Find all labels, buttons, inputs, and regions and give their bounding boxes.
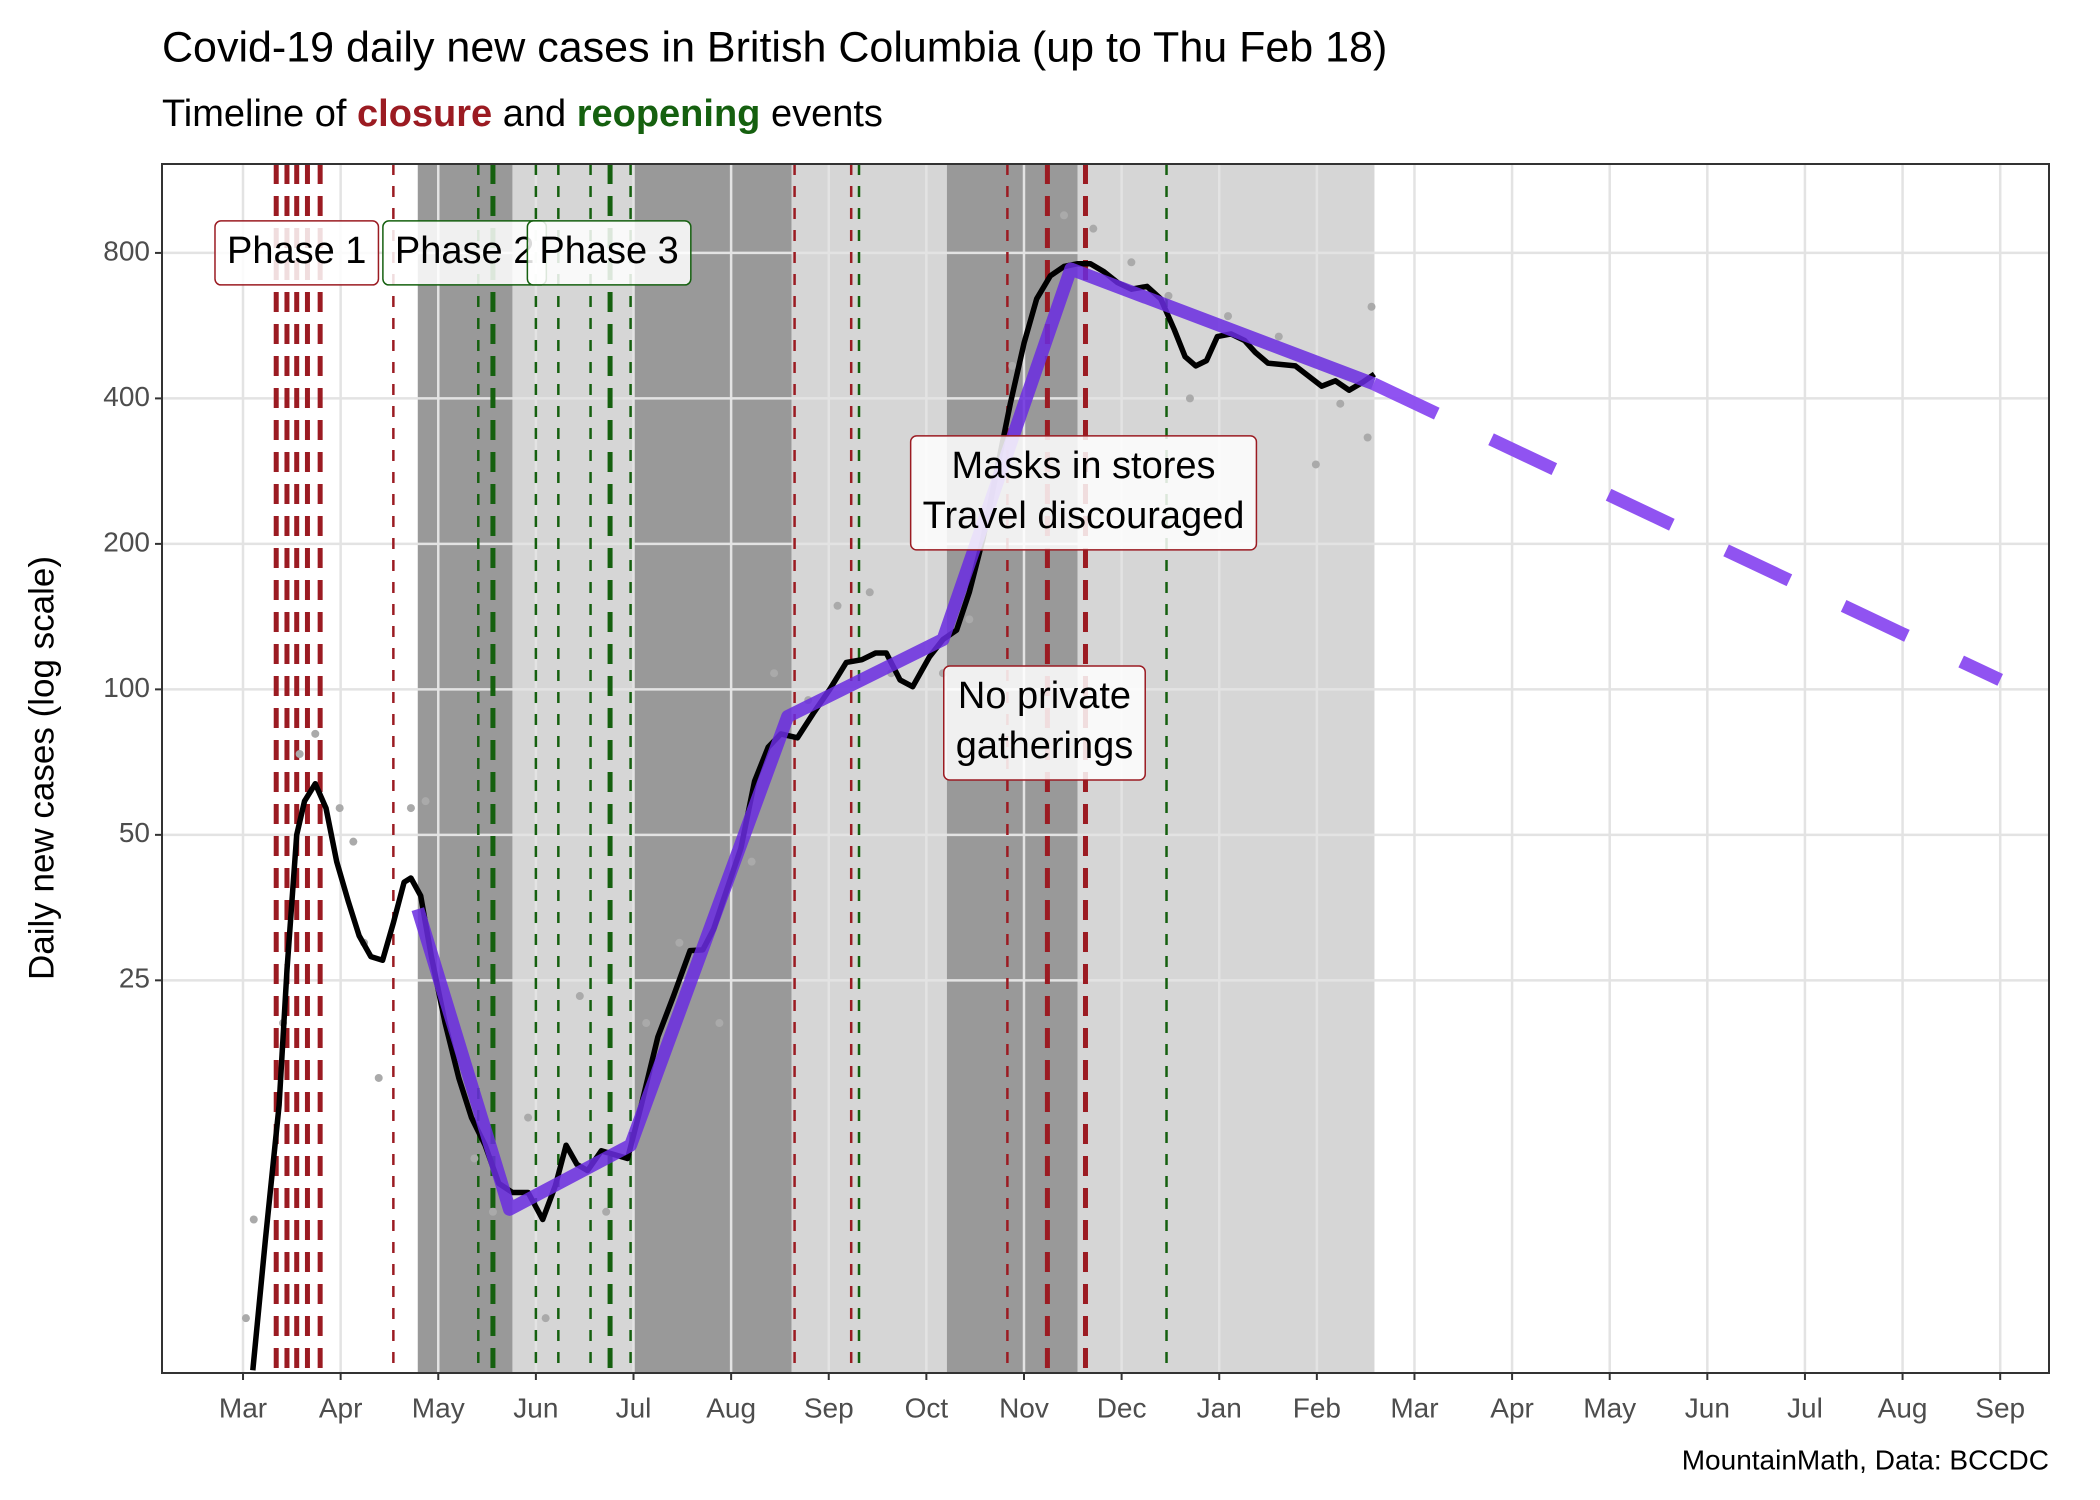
data-point — [470, 1154, 479, 1163]
data-point — [1367, 302, 1376, 311]
annotation: Phase 1 — [214, 220, 380, 286]
data-point — [541, 1314, 550, 1323]
x-tick-label: Apr — [1490, 1392, 1534, 1423]
subtitle-part: reopening — [577, 93, 761, 135]
x-tick-label: Feb — [1293, 1392, 1341, 1423]
data-point — [1008, 361, 1017, 370]
annotation: Masks in stores Travel discouraged — [909, 435, 1258, 551]
data-point — [311, 729, 320, 738]
data-point — [965, 615, 974, 624]
annotation-text: Phase 3 — [539, 230, 678, 272]
x-tick-label: Sep — [1975, 1392, 2025, 1423]
data-point — [295, 749, 304, 758]
trend-line — [411, 262, 1376, 1216]
grid — [162, 164, 2049, 1373]
x-tick-label: Mar — [1390, 1392, 1438, 1423]
subtitle-part: closure — [357, 93, 492, 135]
annotation-box — [526, 220, 692, 286]
annotation-box — [909, 435, 1258, 551]
x-tick-label: Aug — [1878, 1392, 1928, 1423]
axes: 25 50 100 200 400 800 Mar Apr May Jun Jul Aug Sep Oct… — [103, 235, 2025, 1423]
data-point — [1336, 399, 1345, 408]
chart-title: Covid-19 daily new cases in British Colu… — [162, 23, 1387, 71]
data-point — [406, 804, 415, 813]
annotation-text: Phase 1 — [227, 230, 366, 272]
x-tick-label: Sep — [804, 1392, 854, 1423]
data-point — [488, 1207, 497, 1216]
data-point — [241, 1314, 250, 1323]
x-tick-label: Mar — [219, 1392, 267, 1423]
data-point — [770, 669, 779, 678]
data-point — [349, 837, 358, 846]
period-band — [791, 164, 947, 1373]
annotation-text: No private — [958, 675, 1131, 717]
x-tick-label: Aug — [706, 1392, 756, 1423]
y-tick-label: 200 — [103, 526, 150, 557]
y-axis-title: Daily new cases (log scale) — [22, 556, 61, 980]
plot-area — [241, 164, 2003, 1373]
data-point — [602, 1207, 611, 1216]
data-point — [524, 1113, 533, 1122]
annotation-box — [214, 220, 380, 286]
annotation-text: Phase 2 — [395, 230, 534, 272]
annotation: Phase 3 — [526, 220, 692, 286]
data-point — [642, 1019, 651, 1028]
x-tick-label: Dec — [1097, 1392, 1147, 1423]
backgrounds — [417, 164, 1375, 1373]
data-point — [421, 797, 430, 806]
projection-line — [1370, 377, 2003, 686]
data-point — [1164, 291, 1173, 300]
y-tick-label: 800 — [103, 235, 150, 266]
x-tick-label: Nov — [999, 1392, 1049, 1423]
annotation-box — [943, 665, 1146, 781]
data-point — [1363, 433, 1372, 442]
subtitle-part: and — [492, 93, 577, 135]
annotation: No private gatherings — [943, 665, 1146, 781]
x-tick-label: Jul — [1787, 1392, 1823, 1423]
x-tick-label: Jun — [1685, 1392, 1730, 1423]
y-tick-label: 400 — [103, 381, 150, 412]
data-point — [374, 1073, 383, 1082]
y-tick-label: 100 — [103, 672, 150, 703]
data-point — [1127, 258, 1136, 267]
data-point — [1311, 460, 1320, 469]
subtitle-part: events — [760, 93, 883, 135]
x-tick-label: Oct — [905, 1392, 949, 1423]
chart-subtitle: Timeline of closure and reopening events — [162, 93, 883, 135]
data-point — [833, 601, 842, 610]
data-point — [249, 1215, 258, 1224]
x-tick-label: Jul — [616, 1392, 652, 1423]
annotation: Phase 2 — [382, 220, 548, 286]
data-point — [1224, 312, 1233, 321]
x-tick-label: May — [1583, 1392, 1636, 1423]
data-point — [675, 938, 684, 947]
caption: MountainMath, Data: BCCDC — [1682, 1444, 2049, 1475]
data-point — [715, 1019, 724, 1028]
y-tick-label: 50 — [119, 817, 150, 848]
y-tick-label: 25 — [119, 963, 150, 994]
data-point — [1185, 394, 1194, 403]
data-point — [575, 992, 584, 1001]
annotation-text: Masks in stores — [952, 445, 1216, 487]
annotation-text: Travel discouraged — [923, 495, 1245, 537]
x-tick-label: Jun — [513, 1392, 558, 1423]
data-point — [1274, 332, 1283, 341]
data-point — [865, 588, 874, 597]
data-point — [1089, 224, 1098, 233]
data-point — [1060, 211, 1069, 220]
panel-border — [161, 163, 2050, 1374]
subtitle-part: Timeline of — [162, 93, 357, 135]
data-point — [747, 857, 756, 866]
x-tick-label: Apr — [319, 1392, 363, 1423]
x-tick-label: May — [412, 1392, 465, 1423]
annotation-text: gatherings — [956, 725, 1133, 767]
annotations: Phase 1 Phase 2 Phase 3 Masks in stores Trav… — [214, 220, 1258, 781]
x-tick-label: Jan — [1197, 1392, 1242, 1423]
data-point — [335, 804, 344, 813]
